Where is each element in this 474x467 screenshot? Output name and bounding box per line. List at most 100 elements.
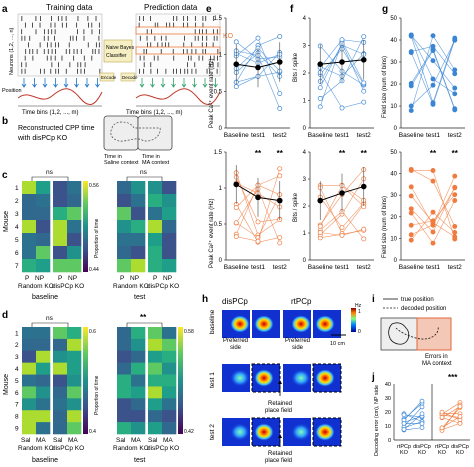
heatmap-cell — [117, 362, 132, 375]
heatmap-cell — [148, 194, 163, 208]
subject-line — [441, 416, 461, 429]
legend-true-position: true position — [401, 297, 434, 303]
subject-point — [430, 82, 436, 88]
heatmap-cell — [117, 181, 132, 195]
panel-c-heatmap-test — [117, 181, 177, 273]
classifier-label-line2: Classifier — [106, 53, 127, 59]
panel-c-letter: c — [2, 170, 8, 181]
heatmap-cell — [22, 246, 37, 260]
heatmap-cell — [117, 398, 132, 411]
subject-point — [452, 35, 458, 41]
x-tick-label: KO — [456, 450, 465, 456]
panel-h-cb-hz: Hz — [355, 303, 362, 309]
encode-box — [99, 72, 115, 82]
heatmap-cell — [67, 350, 82, 363]
x-tick-label: disPCp — [413, 444, 431, 450]
subject-point — [419, 421, 425, 426]
heatmap-cell — [36, 362, 51, 375]
heatmap-cell — [117, 374, 132, 387]
heatmap-cell — [162, 422, 177, 435]
heatmap-cell — [117, 422, 132, 435]
panel-c: c Mouse 1 2 3 4 5 6 7 ns ns P NP P NP P NP P N… — [2, 169, 179, 301]
heatmap-cell — [131, 194, 146, 208]
y-tick-label: 1.5 — [214, 16, 223, 22]
decode-box — [120, 72, 136, 82]
x-tick-label: test2 — [448, 132, 462, 139]
heatmap-cell — [36, 233, 51, 247]
retained-label-2a: Retained — [268, 451, 292, 457]
heatmap-cell — [117, 207, 132, 221]
panel-c-xtick-8: NP — [163, 275, 172, 282]
subject-point — [255, 219, 261, 225]
subject-point — [457, 404, 463, 409]
mouse-tick-label: 6 — [15, 390, 19, 397]
panel-d-cb-right-min: 0.42 — [184, 429, 194, 435]
subject-line — [403, 413, 423, 430]
down-arrow-icon — [74, 78, 79, 88]
y-tick-label: 1.5 — [214, 150, 223, 156]
heatmap-cell — [53, 410, 68, 423]
heatmap-cell — [131, 422, 146, 435]
subject-point — [339, 225, 345, 231]
prediction-data-title: Prediction data — [144, 3, 198, 12]
x-tick-label: Baseline — [399, 264, 424, 271]
subject-point — [317, 223, 323, 229]
mouse-tick-label: 7 — [15, 402, 19, 409]
place-field-blob — [315, 369, 335, 387]
saline-context-box — [103, 115, 139, 151]
place-map-dashed-frame — [251, 363, 281, 393]
down-arrow-icon — [139, 78, 145, 88]
heatmap-cell — [22, 410, 37, 423]
panel-c-bracket-right — [126, 176, 163, 181]
heatmap-cell — [22, 362, 37, 375]
panel-d-bracket-left — [31, 322, 69, 327]
mean-point — [276, 197, 283, 204]
decoded-trajectory — [110, 121, 161, 142]
heatmap-cell — [67, 374, 82, 387]
x-tick-label: Baseline — [224, 132, 249, 139]
encode-label: Encode — [101, 75, 117, 80]
y-tick-label: 0 — [303, 126, 307, 132]
retained-label-1b: place field — [265, 408, 292, 414]
panel-b-title-2: with disPCp KO — [17, 135, 68, 142]
subject-point — [361, 88, 367, 94]
heatmap-cell — [53, 362, 68, 375]
subject-point — [408, 33, 414, 39]
subject-point — [408, 108, 414, 114]
place-map-dashed-frame — [251, 417, 281, 447]
heatmap-cell — [162, 194, 177, 208]
y-tick-label: 4 — [303, 150, 307, 156]
heatmap-cell — [117, 194, 132, 208]
preferred-side-label-2a: Preferred — [285, 338, 310, 344]
subject-point — [317, 230, 323, 235]
heatmap-cell — [53, 246, 68, 260]
subject-point — [317, 104, 323, 110]
mouse-tick-label: 5 — [15, 237, 19, 244]
heatmap-cell — [131, 327, 146, 340]
y-tick-label: 0 — [303, 258, 307, 264]
subject-point — [452, 223, 458, 229]
panel-c-mouse-label: Mouse — [3, 211, 10, 232]
panel-a-letter: a — [2, 4, 8, 15]
heatmap-cell — [162, 350, 177, 363]
panel-c-cb-max: 0.56 — [89, 183, 99, 189]
subject-point — [408, 222, 414, 228]
panel-d-caption-baseline: baseline — [32, 457, 58, 464]
panel-h: h disPCp rtPCp baseline test 1 test 2 Pr… — [202, 294, 362, 464]
panel-d-group-1: Random KO — [18, 445, 54, 452]
heatmap-cell — [53, 374, 68, 387]
down-arrow-icon — [192, 78, 197, 88]
mean-point — [233, 181, 240, 188]
heatmap-cell — [67, 338, 82, 352]
panel-c-bracket-left — [31, 176, 69, 181]
panel-d-mouse-ticks: 1 2 3 4 5 6 7 8 9 — [15, 330, 19, 432]
y-tick-label: 30 — [390, 193, 397, 199]
mean-point — [276, 59, 283, 65]
heatmap-cell — [53, 350, 68, 363]
y-tick-label: 30 — [385, 396, 391, 402]
subject-point — [317, 96, 323, 101]
panel-d: d Mouse 1 2 3 4 5 6 7 8 9 ns ** Sal MA Sal MA Sa… — [2, 310, 194, 464]
ko-row-highlight-1 — [135, 26, 221, 35]
place-field-blob — [254, 423, 274, 441]
down-arrow-icon — [171, 78, 176, 88]
